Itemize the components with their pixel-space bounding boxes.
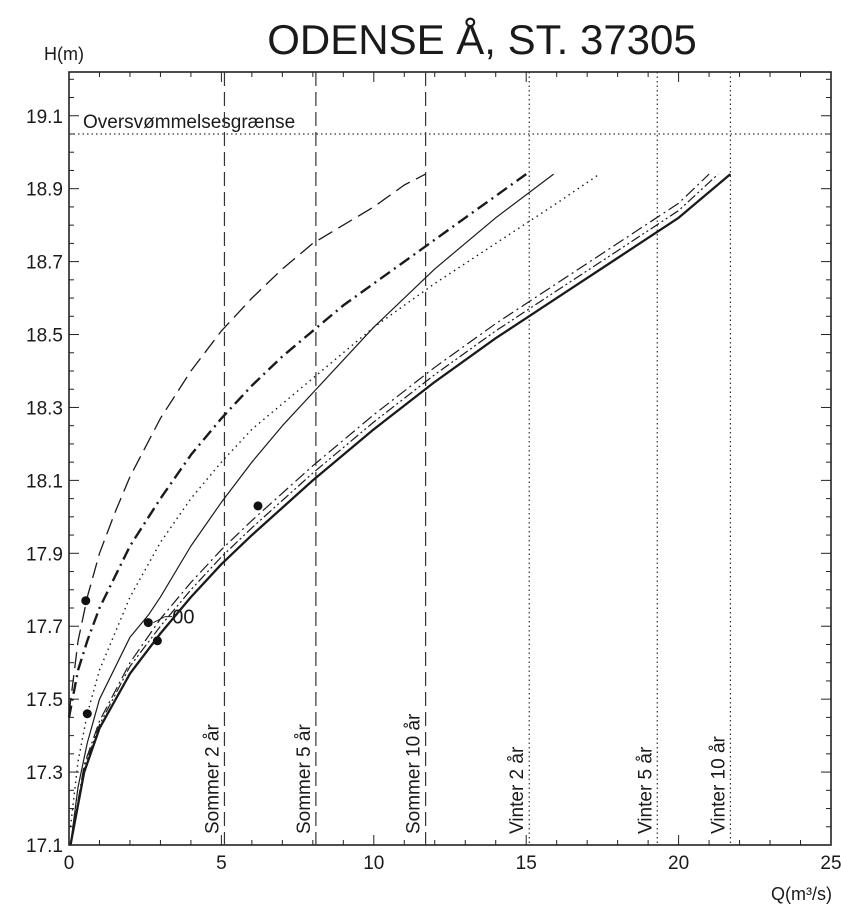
x-axis-label: Q(m³/s): [771, 884, 832, 904]
x-tick-label: 0: [64, 853, 75, 874]
y-tick-label: 18.5: [26, 326, 63, 347]
x-tick-label: 25: [820, 853, 841, 874]
y-tick-label: 18.3: [26, 398, 63, 419]
series-line: [69, 173, 710, 846]
observation-point: [253, 501, 263, 511]
series-line: [69, 173, 732, 846]
y-tick-label: 17.5: [26, 690, 63, 711]
y-tick-label: 18.7: [26, 253, 63, 274]
reference-line-label: Sommer 5 år: [294, 724, 315, 834]
series-line: [67, 173, 527, 718]
chart-title: ODENSE Å, ST. 37305: [267, 16, 697, 63]
flood-threshold-label: Oversvømmelsesgrænse: [83, 112, 295, 133]
reference-line-label: Sommer 10 år: [404, 713, 425, 834]
x-tick-label: 20: [668, 853, 689, 874]
reference-line-label: Vinter 10 år: [708, 735, 729, 834]
reference-line-label: Vinter 5 år: [635, 746, 656, 834]
y-tick-label: 17.3: [26, 763, 63, 784]
y-tick-label: 17.9: [26, 544, 63, 565]
axis-ticks: 0 5 10 15 20 25 17.1 17.3 17.5 17.7 17.9 18.1 18.3 18…: [26, 72, 841, 874]
observation-point: [81, 596, 91, 606]
reference-lines: Oversvømmelsesgrænse Sommer 2 år Sommer 5 …: [69, 72, 831, 845]
reference-line-label: Vinter 2 år: [507, 746, 528, 834]
y-tick-label: 17.7: [26, 617, 63, 638]
series-lines: [67, 173, 732, 846]
annotation-leader: [153, 616, 173, 624]
series-line: [69, 173, 600, 827]
annotation-label: 00: [172, 607, 194, 629]
series-line: [68, 173, 426, 714]
series-line: [69, 173, 719, 846]
observation-point: [82, 709, 92, 719]
y-tick-label: 18.9: [26, 180, 63, 201]
reference-line-label: Sommer 2 år: [202, 724, 223, 834]
x-tick-label: 5: [216, 853, 227, 874]
observation-point: [143, 618, 153, 628]
plot-frame: [68, 71, 832, 846]
y-tick-label: 18.1: [26, 471, 63, 492]
series-line: [69, 173, 554, 846]
plot-border: [68, 71, 832, 846]
observation-point: [152, 636, 162, 646]
observation-points: 00: [81, 501, 263, 719]
x-tick-label: 10: [363, 853, 384, 874]
x-tick-label: 15: [516, 853, 537, 874]
y-axis-label: H(m): [44, 44, 84, 64]
y-tick-label: 19.1: [26, 107, 63, 128]
y-tick-label: 17.1: [26, 836, 63, 857]
